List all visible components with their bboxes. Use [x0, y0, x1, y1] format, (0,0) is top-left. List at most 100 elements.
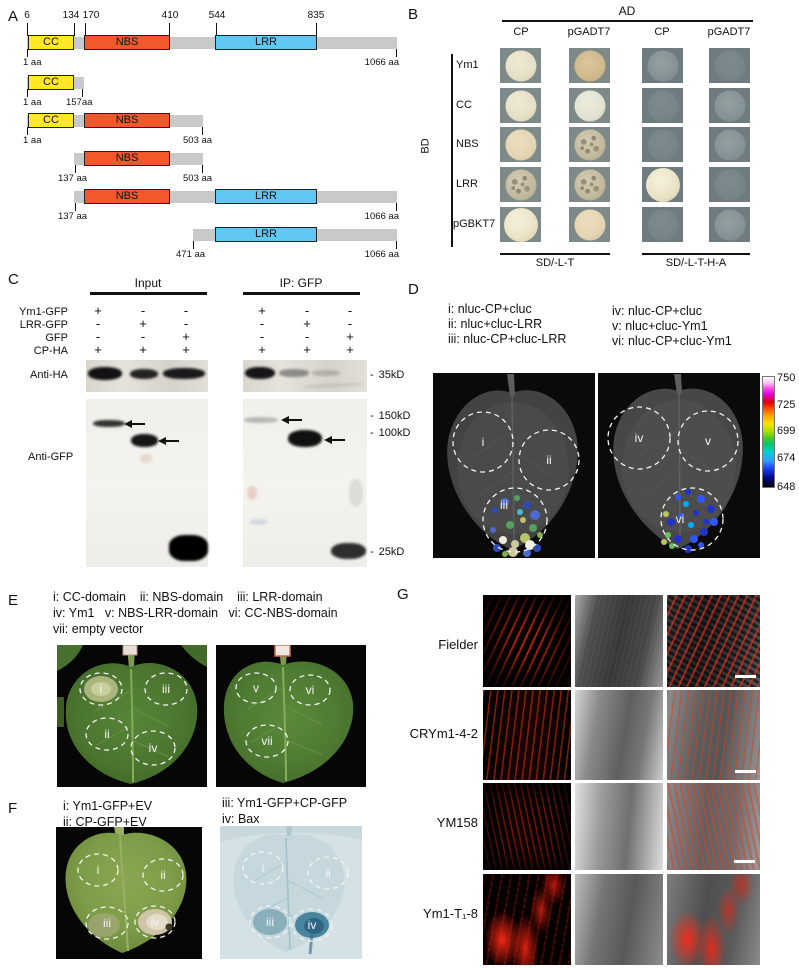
mw-value: 25kD — [378, 546, 405, 558]
yeast-colony — [714, 129, 745, 160]
legend-line: i: nluc-CP+cluc — [448, 302, 532, 316]
yeast-plate-cell — [500, 207, 541, 242]
blot-header-underline — [90, 292, 207, 295]
tick — [27, 89, 28, 97]
micrograph-fluorescence — [483, 874, 571, 965]
infiltration-spot-circle — [452, 411, 514, 473]
colorbar-tick: 648 — [777, 481, 796, 493]
infiltration-spot-circle — [677, 410, 739, 472]
yeast-plate-cell — [642, 167, 683, 202]
protein-band — [130, 369, 158, 379]
yeast-colony — [645, 167, 680, 202]
mw-value: 150kD — [378, 410, 411, 422]
yeast-colony — [505, 129, 536, 160]
tick — [85, 23, 86, 36]
plus-minus: + — [94, 303, 102, 318]
bd-row-label: CC — [456, 99, 472, 111]
domain-box-nbs: NBS — [84, 189, 170, 204]
protein-backbone — [27, 37, 397, 49]
bd-row-label: Ym1 — [456, 59, 479, 71]
plus-minus: + — [258, 303, 266, 318]
western-blot-antigfp-ip — [243, 399, 367, 567]
plus-minus: + — [346, 342, 354, 357]
spot-label: iv — [149, 741, 158, 755]
spot-label: ii — [325, 866, 330, 880]
yeast-colony — [503, 207, 538, 242]
infiltration-spot-circle — [289, 674, 331, 706]
infiltrated-leaf-image-right: v vi vii — [216, 645, 366, 787]
domain-box-lrr: LRR — [215, 35, 317, 50]
domain-box-nbs: NBS — [84, 113, 170, 128]
infiltration-spot-circle — [144, 672, 188, 706]
construct-row-label: CP-HA — [33, 345, 68, 357]
yeast-colony — [574, 90, 605, 121]
plus-minus: + — [139, 342, 147, 357]
yeast-plate-cell — [569, 167, 610, 202]
yeast-plate-cell — [642, 88, 683, 123]
column-header: CP — [513, 26, 529, 38]
legend-line: iii: Ym1-GFP+CP-GFP — [222, 796, 348, 810]
domain-box-nbs: NBS — [84, 151, 170, 166]
tick — [75, 203, 76, 211]
micrograph-fluorescence — [483, 595, 571, 687]
construct-start-label: 1 aa — [23, 97, 42, 108]
construct-start-label: 471 aa — [176, 249, 206, 260]
bd-row-label: pGBKT7 — [453, 218, 496, 230]
spot-label: iv — [151, 915, 160, 929]
domain-box-cc: CC — [28, 113, 74, 128]
spot-label: iv — [635, 431, 644, 445]
legend-line: iv: Bax — [222, 812, 260, 826]
infiltration-spot-circle — [242, 851, 284, 885]
cell-death-lesion — [88, 913, 120, 937]
tick — [216, 23, 217, 36]
tick — [82, 89, 83, 97]
legend-line: i: Ym1-GFP+EV — [63, 799, 153, 813]
colorbar-tick: 699 — [777, 425, 796, 437]
western-blot-antiha-ip — [243, 360, 367, 392]
column-header: CP — [654, 26, 670, 38]
spot-label: i — [100, 682, 103, 696]
leaf-tag — [122, 645, 138, 656]
western-blot-antigfp-input — [86, 399, 208, 567]
plus-minus: - — [183, 303, 189, 318]
infiltration-spot-circle — [607, 406, 671, 470]
infiltration-spot-circle — [85, 906, 129, 940]
plus-minus: + — [346, 329, 354, 344]
spot-label: iii — [103, 916, 111, 930]
media-underline — [642, 253, 750, 255]
tick — [316, 23, 317, 36]
construct-end-label: 157aa — [66, 97, 93, 108]
spot-label: ii — [104, 727, 109, 741]
protein-band — [331, 543, 366, 559]
micrograph-brightfield — [575, 783, 663, 870]
panel-d-label: D — [408, 281, 419, 298]
yeast-colony — [647, 50, 678, 81]
legend-line: iii: nluc-CP+cluc-LRR — [448, 332, 567, 346]
protein-band — [131, 434, 158, 447]
leaf-blade — [223, 661, 354, 783]
aa-position-tick-label: 544 — [208, 10, 226, 21]
tick — [396, 241, 397, 249]
plus-minus: - — [304, 303, 310, 318]
yeast-colony — [714, 90, 745, 121]
tick — [396, 49, 397, 57]
spot-label: iv — [308, 918, 317, 932]
yeast-colony — [647, 90, 678, 121]
yeast-colony — [647, 129, 678, 160]
construct-end-label: 503 aa — [183, 173, 213, 184]
yeast-plate-cell — [709, 127, 750, 162]
mw-dash: - — [370, 546, 374, 558]
stained-spot — [253, 909, 287, 935]
domain-box-lrr: LRR — [215, 189, 317, 204]
yeast-plate-cell — [500, 167, 541, 202]
mw-dash: - — [370, 410, 374, 422]
infiltration-spot-circle — [77, 853, 119, 887]
construct-end-label: 1066 aa — [364, 249, 399, 260]
ad-header: AD — [618, 4, 636, 18]
spot-label: vi — [306, 683, 315, 697]
mw-value: 100kD — [378, 427, 411, 439]
domain-box-cc: CC — [28, 75, 74, 90]
yeast-plate-cell — [500, 127, 541, 162]
aa-position-tick-label: 6 — [24, 10, 30, 21]
